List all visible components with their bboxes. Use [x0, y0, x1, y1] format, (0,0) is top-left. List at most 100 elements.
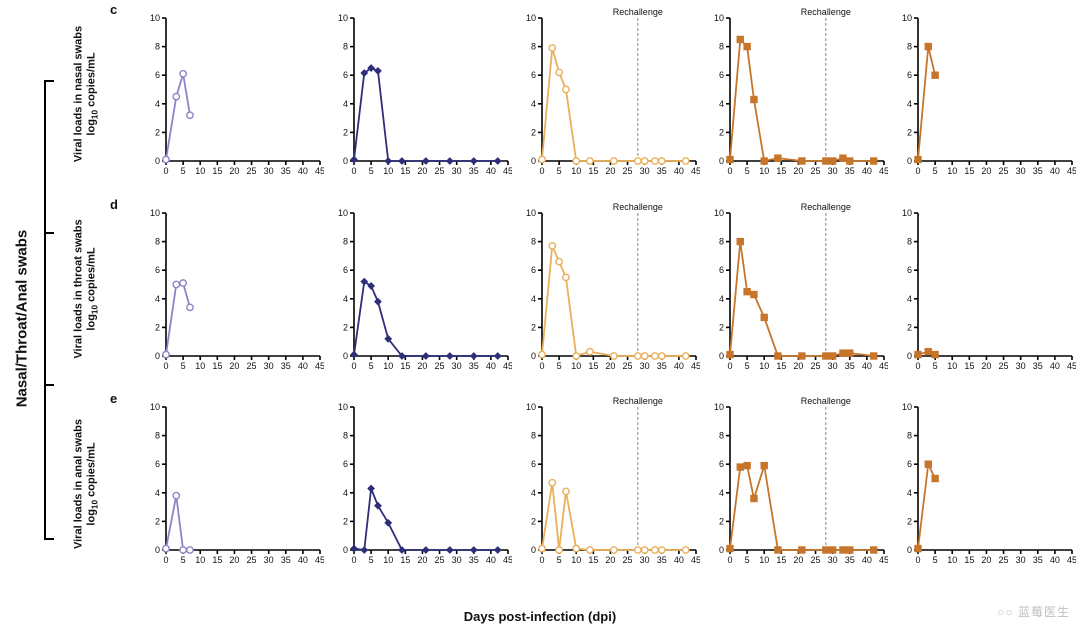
data-point	[840, 155, 846, 161]
y-tick-label: 8	[531, 431, 536, 441]
x-tick-label: 10	[947, 555, 957, 565]
rechallenge-label: Rechallenge	[613, 396, 663, 406]
y-tick-label: 8	[155, 42, 160, 52]
y-tick-label: 4	[343, 488, 348, 498]
x-tick-label: 25	[811, 166, 821, 176]
x-tick-label: 45	[503, 555, 512, 565]
x-tick-label: 40	[298, 361, 308, 371]
x-tick-label: 30	[828, 555, 838, 565]
x-tick-label: 25	[623, 361, 633, 371]
x-tick-label: 40	[298, 555, 308, 565]
data-point	[635, 158, 641, 164]
y-tick-label: 0	[531, 545, 536, 555]
data-point	[556, 69, 562, 75]
x-tick-label: 20	[229, 555, 239, 565]
y-tick-label: 10	[526, 13, 536, 23]
y-tick-label: 0	[155, 351, 160, 361]
series-line	[730, 466, 874, 550]
series-line	[918, 47, 935, 160]
panel-svg: 0246810051015202530354045	[330, 4, 512, 185]
data-point	[471, 352, 477, 358]
x-tick-label: 5	[933, 166, 938, 176]
y-axis-label: Viral loads in nasal swabslog10 copies/m…	[72, 14, 99, 174]
data-point	[737, 464, 743, 470]
y-tick-label: 0	[155, 545, 160, 555]
panel-svg: Rechallenge0246810051015202530354045	[706, 199, 888, 380]
x-tick-label: 20	[793, 361, 803, 371]
data-point	[775, 547, 781, 553]
x-tick-label: 5	[745, 166, 750, 176]
x-tick-label: 10	[383, 361, 393, 371]
y-tick-label: 4	[719, 99, 724, 109]
data-point	[539, 546, 545, 552]
y-tick-label: 10	[714, 402, 724, 412]
x-tick-label: 40	[674, 555, 684, 565]
x-tick-label: 45	[691, 166, 700, 176]
x-tick-label: 10	[759, 361, 769, 371]
data-point	[399, 547, 405, 553]
y-tick-label: 10	[902, 13, 912, 23]
series-line	[542, 246, 686, 356]
x-tick-label: 15	[212, 361, 222, 371]
data-point	[847, 158, 853, 164]
x-tick-label: 25	[999, 166, 1009, 176]
data-point	[915, 351, 921, 357]
data-point	[549, 45, 555, 51]
x-tick-label: 30	[828, 166, 838, 176]
y-tick-label: 4	[907, 488, 912, 498]
y-tick-label: 8	[343, 236, 348, 246]
data-point	[495, 158, 501, 164]
y-tick-label: 0	[531, 351, 536, 361]
x-tick-label: 5	[557, 166, 562, 176]
data-point	[751, 96, 757, 102]
x-tick-label: 45	[315, 166, 324, 176]
chart-panel: 0246810051015202530354045	[894, 393, 1076, 574]
x-tick-label: 45	[503, 361, 512, 371]
x-tick-label: 35	[469, 166, 479, 176]
x-tick-label: 35	[657, 555, 667, 565]
data-point	[495, 547, 501, 553]
x-tick-label: 35	[1033, 361, 1043, 371]
data-point	[871, 158, 877, 164]
x-tick-label: 15	[964, 361, 974, 371]
data-point	[573, 158, 579, 164]
x-tick-label: 40	[486, 361, 496, 371]
y-tick-label: 8	[907, 236, 912, 246]
x-tick-label: 10	[571, 166, 581, 176]
x-tick-label: 5	[181, 166, 186, 176]
y-tick-label: 2	[531, 322, 536, 332]
data-point	[173, 93, 179, 99]
data-point	[932, 351, 938, 357]
x-tick-label: 20	[981, 166, 991, 176]
y-tick-label: 6	[343, 265, 348, 275]
data-point	[187, 547, 193, 553]
data-point	[471, 547, 477, 553]
data-point	[423, 547, 429, 553]
x-tick-label: 30	[640, 166, 650, 176]
y-tick-label: 4	[343, 293, 348, 303]
data-point	[573, 546, 579, 552]
x-tick-label: 10	[759, 555, 769, 565]
x-tick-label: 20	[229, 361, 239, 371]
y-tick-label: 6	[907, 70, 912, 80]
data-point	[761, 314, 767, 320]
row-y-axis: eViral loads in anal swabslog10 copies/m…	[56, 393, 136, 574]
x-tick-label: 30	[640, 555, 650, 565]
x-tick-label: 25	[247, 361, 257, 371]
data-point	[611, 547, 617, 553]
data-point	[539, 351, 545, 357]
y-tick-label: 10	[526, 402, 536, 412]
x-tick-label: 0	[727, 555, 732, 565]
y-tick-label: 10	[338, 208, 348, 218]
data-point	[447, 352, 453, 358]
y-tick-label: 4	[907, 99, 912, 109]
x-tick-label: 30	[1016, 555, 1026, 565]
data-point	[847, 350, 853, 356]
data-point	[611, 158, 617, 164]
y-tick-label: 6	[531, 265, 536, 275]
y-tick-label: 10	[338, 13, 348, 23]
y-tick-label: 6	[155, 70, 160, 80]
x-tick-label: 25	[811, 361, 821, 371]
x-tick-label: 35	[281, 361, 291, 371]
row-y-axis: cViral loads in nasal swabslog10 copies/…	[56, 4, 136, 185]
